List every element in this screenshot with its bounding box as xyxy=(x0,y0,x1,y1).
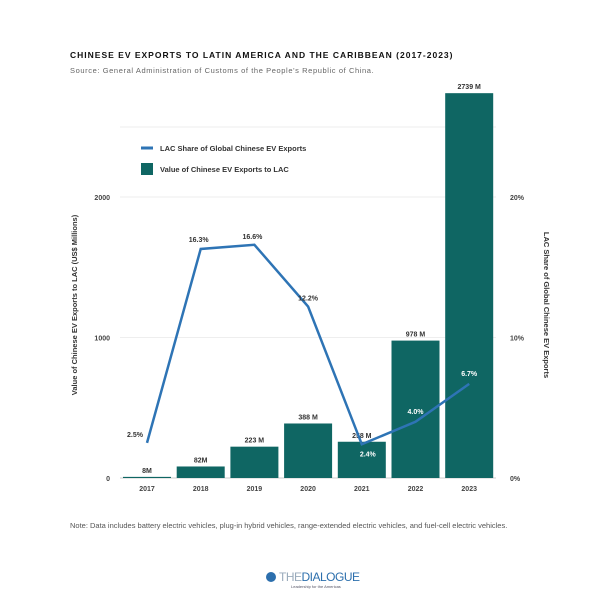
x-tick-label: 2019 xyxy=(247,486,263,493)
bar xyxy=(176,466,225,478)
bar-label: 82M xyxy=(194,457,208,464)
y2-tick-label: 10% xyxy=(510,336,525,343)
x-tick-label: 2020 xyxy=(300,486,316,493)
legend-bar-swatch xyxy=(141,163,153,175)
logo-the: THE xyxy=(279,570,302,584)
line-label: 6.7% xyxy=(461,371,478,378)
y2-tick-label: 20% xyxy=(510,195,525,202)
bar xyxy=(445,93,494,478)
line-label: 4.0% xyxy=(408,409,425,416)
bar-label: 388 M xyxy=(298,414,318,421)
y2-tick-label: 0% xyxy=(510,476,521,483)
bar xyxy=(230,446,279,478)
line-label: 16.3% xyxy=(189,237,210,244)
logo-tagline: Leadership for the Americas xyxy=(291,584,341,589)
globe-icon xyxy=(266,572,276,582)
y2-axis-title: LAC Share of Global Chinese EV Exports xyxy=(542,232,551,378)
logo-dialogue: DIALOGUE xyxy=(301,570,361,584)
x-tick-label: 2021 xyxy=(354,486,370,493)
bar-label: 2739 M xyxy=(458,84,482,91)
bar-label: 8M xyxy=(142,468,152,475)
y-tick-label: 2000 xyxy=(94,195,110,202)
line-label: 12.2% xyxy=(298,296,319,303)
bar-label: 223 M xyxy=(245,438,265,445)
bar-label: 978 M xyxy=(406,332,426,339)
bar xyxy=(123,476,171,478)
x-tick-label: 2017 xyxy=(139,486,155,493)
x-tick-label: 2022 xyxy=(408,486,424,493)
y-tick-label: 1000 xyxy=(94,336,110,343)
y-axis-title: Value of Chinese EV Exports to LAC (US$ … xyxy=(70,214,79,395)
chart-note: Note: Data includes battery electric veh… xyxy=(70,521,508,530)
x-tick-label: 2018 xyxy=(193,486,209,493)
x-tick-label: 2023 xyxy=(461,486,477,493)
dialogue-logo: THEDIALOGUE xyxy=(266,570,360,584)
line-label: 2.5% xyxy=(127,432,144,439)
bar xyxy=(284,423,333,478)
line-label: 16.6% xyxy=(242,234,263,241)
bar-label: 258 M xyxy=(352,433,372,440)
share-line xyxy=(145,243,470,446)
legend-bar-label: Value of Chinese EV Exports to LAC xyxy=(160,165,289,174)
line-label: 2.4% xyxy=(360,451,377,458)
chart-subtitle: Source: General Administration of Custom… xyxy=(70,66,375,75)
legend-line-label: LAC Share of Global Chinese EV Exports xyxy=(160,144,306,153)
y-tick-label: 0 xyxy=(106,476,110,483)
bar xyxy=(337,441,386,478)
chart-title: CHINESE EV EXPORTS TO LATIN AMERICA AND … xyxy=(70,50,454,60)
